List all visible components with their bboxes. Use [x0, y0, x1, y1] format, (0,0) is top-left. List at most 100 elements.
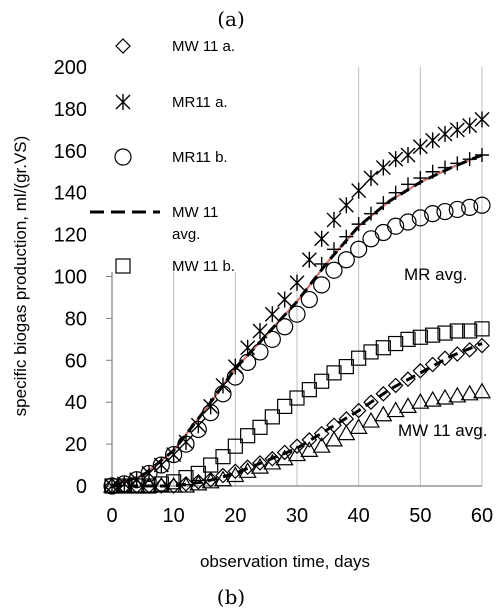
data-point-mr11-b	[152, 456, 170, 474]
data-point-mw-11-avg	[337, 424, 356, 441]
data-point-mw-11-b	[437, 325, 453, 341]
data-point-mw-11-b	[252, 419, 268, 435]
data-point-mw-11-a	[375, 385, 392, 402]
data-point-mr11-a	[264, 306, 280, 323]
data-point-mw-11-a	[239, 459, 256, 475]
data-point-mr11-b	[424, 205, 442, 223]
data-point-mr11-b	[263, 330, 281, 348]
data-point-mw-11-b	[351, 350, 367, 366]
data-point-mr11-b	[461, 198, 479, 216]
data-point-mr-avg	[425, 164, 440, 179]
data-point-mw-11-b	[425, 327, 441, 343]
data-point-mr11-b	[214, 385, 232, 403]
data-point-mr11-a	[375, 159, 391, 176]
data-point-mw-11-a	[301, 432, 318, 448]
x-tick-label: 0	[106, 505, 117, 527]
data-point-mw-11-avg	[152, 476, 171, 493]
data-point-mr11-b	[226, 368, 244, 386]
data-point-mw-11-a	[461, 341, 478, 358]
data-point-mw-11-a	[350, 402, 367, 419]
data-point-mw-11-avg	[361, 411, 381, 428]
data-point-mw-11-a	[215, 467, 231, 484]
data-point-mw-11-a	[424, 356, 441, 373]
data-point-mw-11-avg	[411, 392, 430, 409]
data-point-mw-11-b	[227, 438, 243, 454]
data-point-mw-11-avg	[102, 476, 122, 493]
data-point-mw-11-b	[400, 331, 416, 347]
data-point-mw-11-avg	[127, 476, 146, 493]
data-point-mr11-b	[276, 318, 294, 336]
data-point-mw-11-b	[363, 344, 379, 360]
data-point-mw-11-b	[277, 398, 293, 414]
y-tick-label: 20	[65, 434, 87, 456]
data-point-mr11-b	[473, 196, 491, 214]
data-point-mr-avg	[438, 160, 452, 175]
x-axis-title: observation time, days	[200, 552, 370, 571]
data-point-mr11-b	[374, 223, 392, 242]
data-point-mw-11-avg	[435, 388, 455, 405]
data-point-mw-11-a	[412, 362, 429, 379]
legend-label: MW 11 a.	[172, 38, 235, 55]
data-point-mr11-a	[203, 398, 219, 415]
data-point-mr11-b	[350, 240, 368, 258]
data-point-mw-11-b	[412, 329, 428, 345]
data-point-mw-11-avg	[448, 386, 467, 403]
data-point-mr-avg	[327, 242, 341, 257]
data-point-mw-11-a	[437, 350, 453, 367]
data-point-mr11-a	[338, 197, 354, 214]
data-point-mw-11-a	[227, 463, 244, 480]
y-tick-label: 140	[54, 183, 87, 205]
data-point-mw-11-a	[165, 478, 182, 494]
data-point-mr11-b	[337, 251, 355, 269]
data-point-mr11-a	[166, 446, 182, 463]
data-point-mr11-b	[300, 290, 318, 309]
data-point-mw-11-a	[178, 476, 194, 492]
data-point-mr-avg	[401, 177, 415, 192]
data-point-mw-11-b	[375, 340, 391, 356]
data-point-mr-avg	[376, 196, 391, 211]
y-axis-title: specific biogas production, ml/(gr.VS)	[11, 136, 30, 417]
y-tick-label: 80	[65, 308, 87, 330]
data-point-mr11-a	[277, 291, 293, 308]
data-point-mw-11-b	[326, 365, 342, 381]
data-point-mr11-b	[202, 404, 220, 422]
data-point-mw-11-a	[289, 438, 305, 455]
data-point-mw-11-avg	[275, 449, 294, 466]
data-point-mw-11-a	[363, 394, 379, 411]
data-point-mr-avg	[475, 147, 489, 162]
data-point-mr-avg	[462, 152, 477, 167]
y-tick-label: 200	[54, 57, 87, 79]
data-point-mw-11-b	[449, 323, 465, 339]
data-point-mw-11-avg	[374, 405, 393, 422]
y-tick-label: 100	[54, 267, 87, 289]
data-point-mw-11-b	[289, 390, 305, 406]
panel-label-top: (a)	[217, 7, 245, 31]
legend-swatch-diamond	[115, 38, 131, 54]
data-point-mw-11-b	[388, 335, 404, 352]
data-point-mw-11-b	[215, 449, 231, 465]
y-tick-label: 120	[54, 225, 87, 247]
data-point-mw-11-avg	[164, 476, 183, 493]
legend-swatch-asterisk	[115, 94, 131, 110]
data-point-mw-11-a	[387, 377, 404, 394]
y-tick-label: 180	[54, 99, 87, 121]
data-point-mr11-b	[325, 261, 343, 279]
data-point-mw-11-avg	[287, 445, 307, 462]
y-tick-label: 40	[65, 392, 87, 414]
data-point-mw-11-avg	[139, 476, 159, 493]
y-tick-label: 60	[65, 350, 87, 372]
data-point-mw-11-a	[400, 371, 416, 388]
data-point-mw-11-avg	[312, 436, 331, 453]
data-point-mw-11-a	[474, 337, 490, 354]
data-point-mw-11-b	[178, 470, 194, 486]
data-point-mr11-a	[363, 170, 379, 187]
data-point-mw-11-a	[264, 450, 281, 467]
data-point-mw-11-a	[153, 478, 170, 494]
x-tick-label: 50	[409, 505, 431, 527]
legend-label: MW 11 b.	[172, 258, 235, 275]
data-point-mr11-b	[313, 276, 331, 294]
data-point-mw-11-avg	[263, 453, 282, 470]
legend-swatch-square	[115, 258, 131, 274]
data-point-mr11-b	[140, 464, 158, 483]
